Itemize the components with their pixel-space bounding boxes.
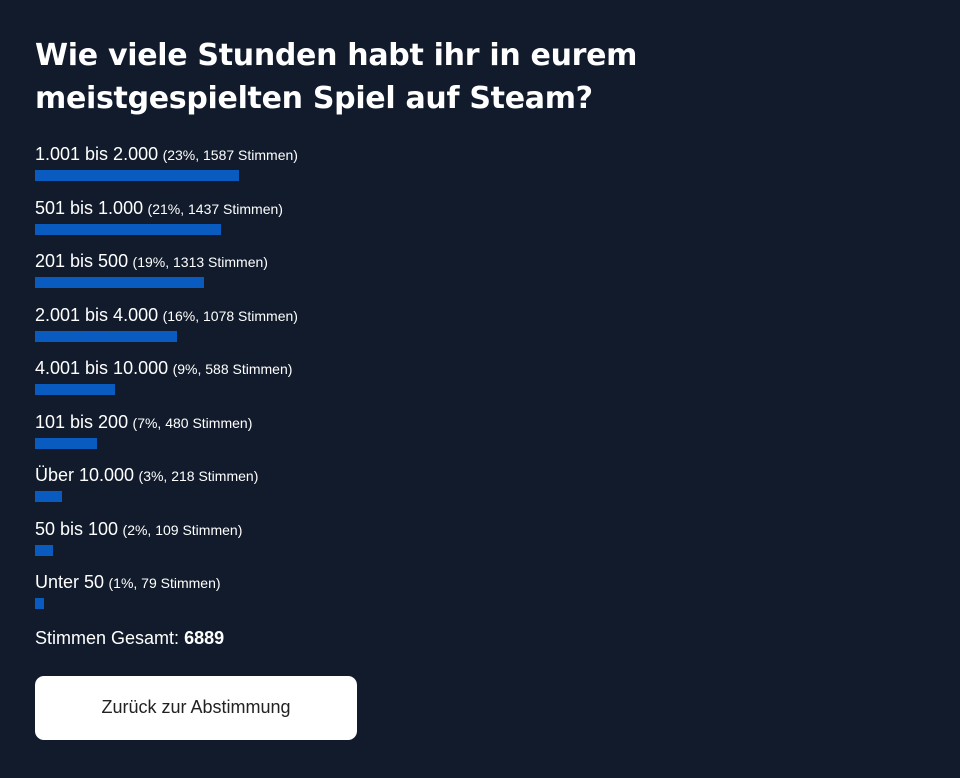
poll-option-label: 4.001 bis 10.000	[35, 358, 169, 378]
poll-option-bar-track	[35, 598, 925, 609]
poll-option-stats: (3%, 218 Stimmen)	[138, 468, 259, 484]
poll-option-bar-track	[35, 437, 925, 449]
poll-option-bar	[35, 437, 98, 449]
poll-option-bar-track	[35, 544, 925, 556]
poll-question: Wie viele Stunden habt ihr in eurem meis…	[35, 38, 638, 116]
poll-option-label: 201 bis 500	[35, 251, 129, 271]
poll-option: 1.001 bis 2.000 (23%, 1587 Stimmen)	[35, 141, 925, 195]
total-votes: Stimmen Gesamt: 6889	[35, 625, 925, 651]
poll-option-label: 2.001 bis 4.000	[35, 304, 159, 325]
poll-option-stats: (1%, 79 Stimmen)	[108, 575, 221, 591]
poll-option-bar-track	[35, 384, 925, 395]
poll-option-bar-track	[35, 491, 925, 502]
poll-results: Wie viele Stunden habt ihr in eurem meis…	[35, 38, 925, 740]
poll-option-bar-track	[35, 170, 925, 181]
poll-option-label: 1.001 bis 2.000	[35, 144, 159, 164]
poll-option-bar	[35, 223, 222, 235]
poll-option: 2.001 bis 4.000 (16%, 1078 Stimmen)	[35, 302, 925, 356]
poll-option: Unter 50 (1%, 79 Stimmen)	[35, 569, 925, 623]
poll-option-stats: (9%, 588 Stimmen)	[172, 361, 293, 377]
poll-option-label: Unter 50	[35, 572, 105, 592]
poll-option-bar-track	[35, 223, 925, 235]
poll-option-label: 50 bis 100	[35, 518, 119, 539]
poll-option: 50 bis 100 (2%, 109 Stimmen)	[35, 516, 925, 570]
poll-option: 4.001 bis 10.000 (9%, 588 Stimmen)	[35, 355, 925, 409]
poll-option-bar-track	[35, 277, 925, 288]
poll-option-bar-track	[35, 330, 925, 342]
poll-option-stats: (21%, 1437 Stimmen)	[147, 200, 283, 217]
poll-options-list: 1.001 bis 2.000 (23%, 1587 Stimmen) 501 …	[35, 141, 925, 623]
poll-option-bar	[35, 598, 44, 609]
poll-option-stats: (16%, 1078 Stimmen)	[162, 307, 298, 324]
poll-option-bar	[35, 277, 204, 288]
poll-option-label: Über 10.000	[35, 465, 135, 485]
poll-option-bar	[35, 491, 62, 502]
poll-option-bar	[35, 330, 177, 342]
poll-option: 101 bis 200 (7%, 480 Stimmen)	[35, 409, 925, 463]
total-votes-value: 6889	[184, 627, 225, 648]
poll-option-stats: (7%, 480 Stimmen)	[132, 414, 253, 431]
poll-option-bar	[35, 170, 239, 181]
back-to-vote-button[interactable]: Zurück zur Abstimmung	[35, 675, 357, 740]
poll-option: 201 bis 500 (19%, 1313 Stimmen)	[35, 248, 925, 302]
total-votes-label: Stimmen Gesamt:	[35, 627, 180, 648]
poll-option-stats: (19%, 1313 Stimmen)	[132, 254, 268, 270]
poll-option-bar	[35, 544, 53, 556]
poll-option: Über 10.000 (3%, 218 Stimmen)	[35, 462, 925, 516]
poll-option: 501 bis 1.000 (21%, 1437 Stimmen)	[35, 195, 925, 249]
poll-option-stats: (2%, 109 Stimmen)	[122, 521, 243, 538]
poll-option-bar	[35, 384, 115, 395]
poll-option-label: 101 bis 200	[35, 411, 129, 432]
poll-option-label: 501 bis 1.000	[35, 197, 144, 218]
poll-option-stats: (23%, 1587 Stimmen)	[162, 147, 298, 163]
